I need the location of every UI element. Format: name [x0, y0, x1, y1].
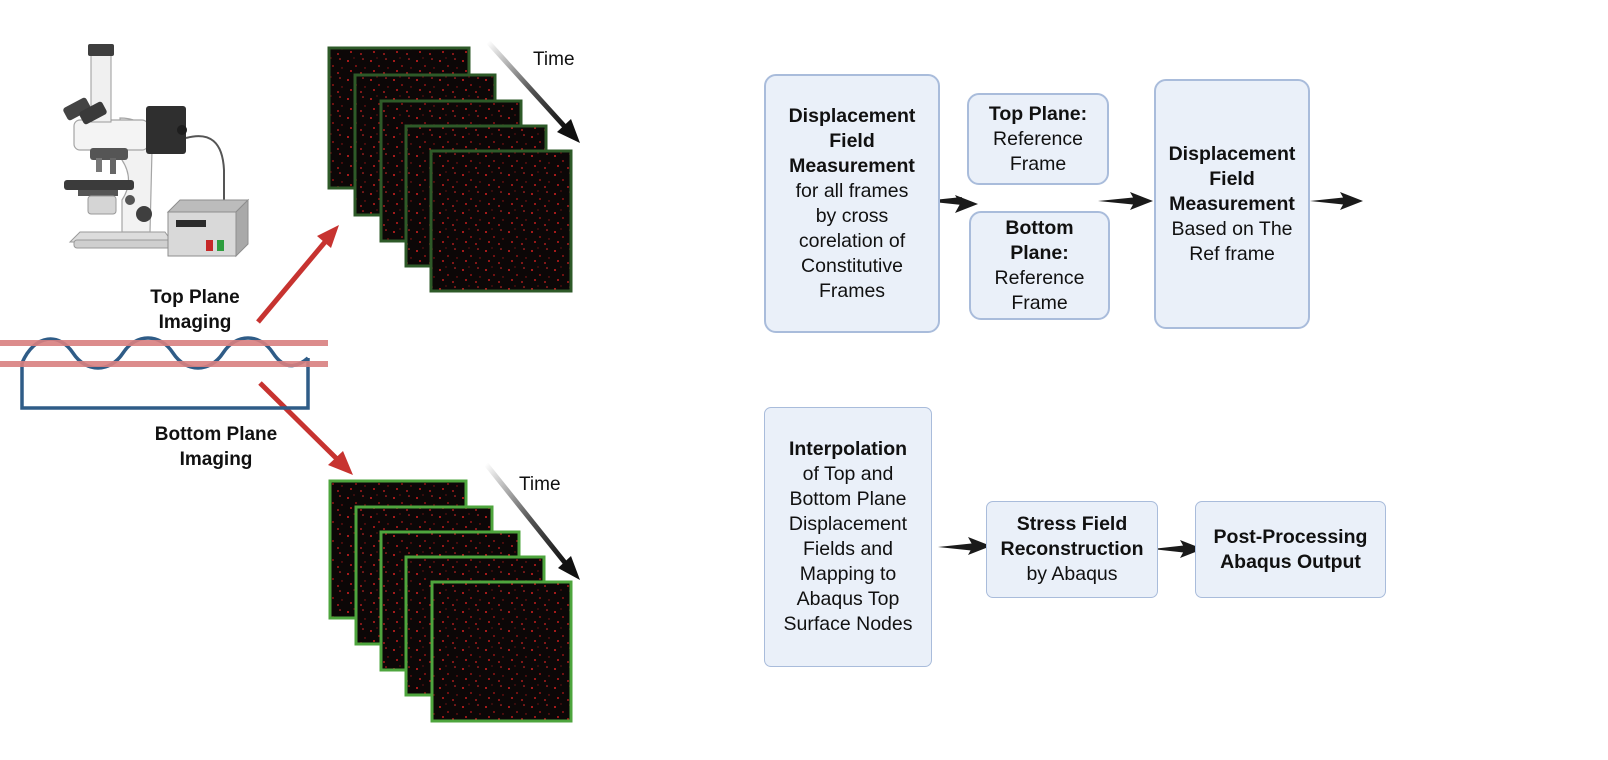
arrow-box5-to-box6 — [938, 537, 991, 555]
time-arrow-top — [486, 40, 580, 143]
bottom-plane-imaging-label: Bottom Plane Imaging — [154, 424, 278, 470]
red-arrow-bottom — [258, 381, 353, 475]
stress-field-reconstruction-box: Stress Field Reconstruction by Abaqus — [986, 501, 1158, 598]
microscope-icon — [63, 44, 250, 258]
time-arrow-bottom — [484, 462, 580, 580]
top-plane-reference-frame-box: Top Plane: Reference Frame — [967, 93, 1109, 185]
bottom-plane-reference-frame-box: Bottom Plane: Reference Frame — [969, 211, 1110, 320]
red-arrow-top — [256, 225, 339, 324]
top-plane-imaging-label: Top Plane Imaging — [150, 287, 240, 333]
time-label-top: Time — [533, 49, 575, 70]
post-processing-box: Post-Processing Abaqus Output — [1195, 501, 1386, 598]
arrow-refs-to-box4 — [1098, 192, 1153, 210]
arrow-box1-to-refs — [924, 195, 978, 213]
bottom-frame-stack — [328, 479, 573, 723]
flow-arrows — [924, 192, 1363, 558]
displacement-field-measurement-box: Displacement Field Measurement for all f… — [764, 74, 940, 333]
displacement-field-ref-frame-box: Displacement Field Measurement Based on … — [1154, 79, 1310, 329]
time-label-bottom: Time — [519, 474, 561, 495]
interpolation-box: Interpolation of Top and Bottom Plane Di… — [764, 407, 932, 667]
arrow-box4-out — [1310, 192, 1363, 210]
top-frame-stack — [327, 46, 573, 293]
arrow-box6-to-box7 — [1152, 540, 1203, 558]
sample-planes — [0, 336, 328, 410]
